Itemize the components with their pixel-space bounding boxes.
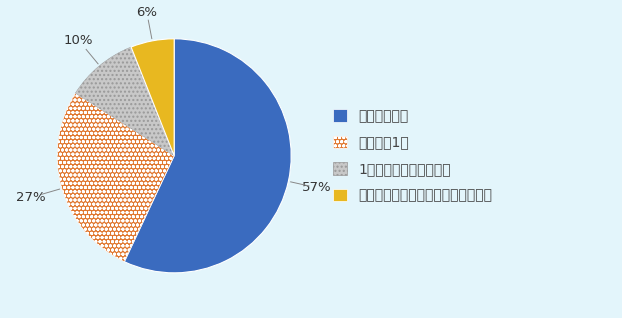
Text: 6%: 6% xyxy=(136,6,157,19)
Text: 27%: 27% xyxy=(16,191,45,204)
Text: 57%: 57% xyxy=(302,181,332,194)
Wedge shape xyxy=(124,39,291,273)
Wedge shape xyxy=(131,39,174,156)
Wedge shape xyxy=(75,47,174,156)
Text: 10%: 10% xyxy=(64,34,93,47)
Legend: ぜひ働きたい, 選択肢の1つ, 1度も考えたことはない, 考えたことはあるが、難しいと思う: ぜひ働きたい, 選択肢の1つ, 1度も考えたことはない, 考えたことはあるが、難… xyxy=(333,109,492,203)
Wedge shape xyxy=(57,93,174,262)
